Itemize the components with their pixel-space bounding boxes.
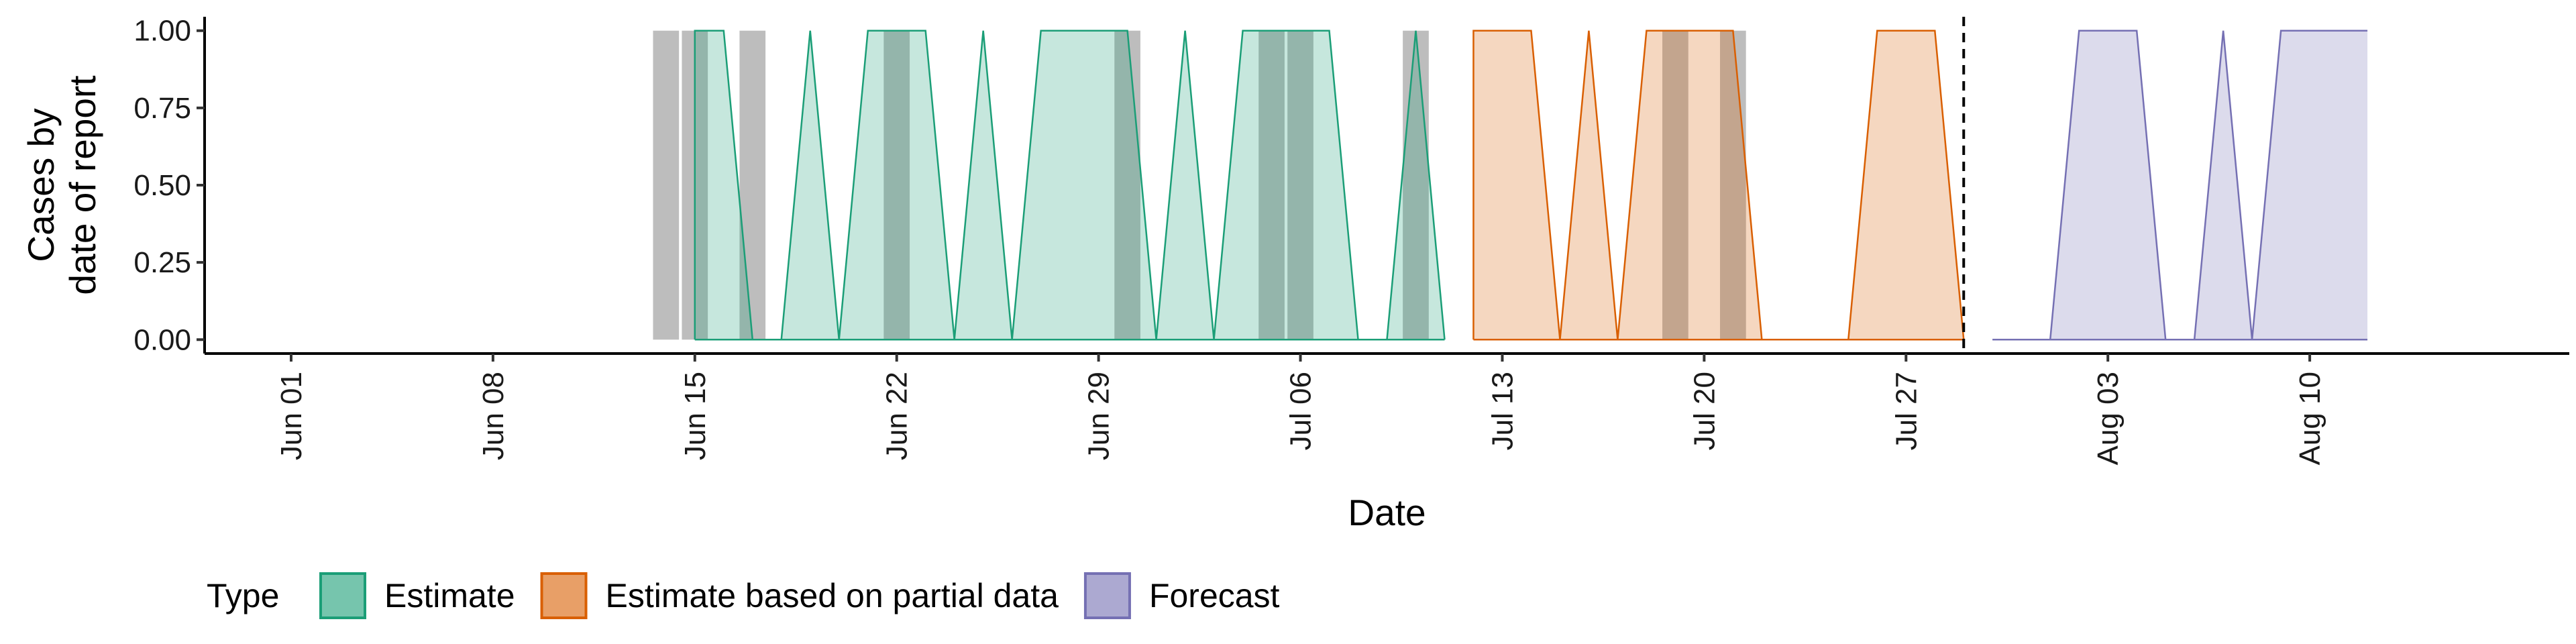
x-tick-label: Jun 01	[275, 372, 308, 460]
observed-case-bar	[1662, 30, 1688, 340]
observed-case-bar	[653, 30, 680, 340]
series-line-1	[1472, 30, 1965, 341]
observed-case-bar	[1114, 30, 1140, 340]
legend-label-2: Forecast	[1149, 577, 1280, 614]
axes: 0.00 0.25 0.50 0.75 1.00 Jun 01 Jun 08 Jun 15 Ju…	[20, 15, 2569, 533]
series-line-0	[694, 30, 1446, 341]
x-tick-label: Jun 08	[477, 372, 510, 460]
observed-cases-bars	[653, 30, 1746, 340]
x-axis-title: Date	[1348, 492, 1426, 533]
x-tick-label: Aug 10	[2294, 372, 2326, 465]
y-tick-label: 0.50	[133, 169, 191, 202]
legend-key-0	[319, 572, 366, 619]
x-tick-label: Jun 15	[679, 372, 712, 460]
y-axis-title: Cases bydate of report	[20, 75, 103, 294]
x-tick-label: Jul 20	[1688, 372, 1721, 450]
y-tick-label: 1.00	[133, 15, 191, 48]
x-tick-label: Jul 27	[1890, 372, 1923, 450]
series-area-2	[1992, 30, 2368, 340]
legend: Type Estimate Estimate based on partial da…	[207, 572, 1280, 619]
observed-case-bar	[883, 30, 910, 340]
legend-label-1: Estimate based on partial data	[606, 577, 1059, 614]
observed-case-bar	[739, 30, 766, 340]
y-tick-label: 0.25	[133, 246, 191, 279]
x-tick-label: Jul 13	[1486, 372, 1519, 450]
y-axis-title-line: Cases by	[20, 108, 62, 262]
observed-case-bar	[1403, 30, 1429, 340]
x-tick-label: Jun 29	[1083, 372, 1116, 460]
x-tick-label: Jul 06	[1285, 372, 1318, 450]
series-area-0	[694, 30, 1445, 340]
observed-case-bar	[1287, 30, 1313, 340]
y-axis-title-line: date of report	[62, 75, 103, 294]
y-tick-label: 0.75	[133, 92, 191, 125]
legend-label-0: Estimate	[384, 577, 515, 614]
x-tick-label: Jun 22	[881, 372, 914, 460]
legend-title: Type	[207, 577, 279, 614]
legend-key-1	[540, 572, 588, 619]
x-tick-label: Aug 03	[2092, 372, 2125, 465]
series-areas	[694, 30, 2368, 341]
series-area-1	[1473, 30, 1964, 340]
y-tick-label: 0.00	[133, 323, 191, 356]
legend-key-2	[1083, 572, 1131, 619]
observed-case-bar	[1720, 30, 1746, 340]
observed-case-bar	[1258, 30, 1285, 340]
